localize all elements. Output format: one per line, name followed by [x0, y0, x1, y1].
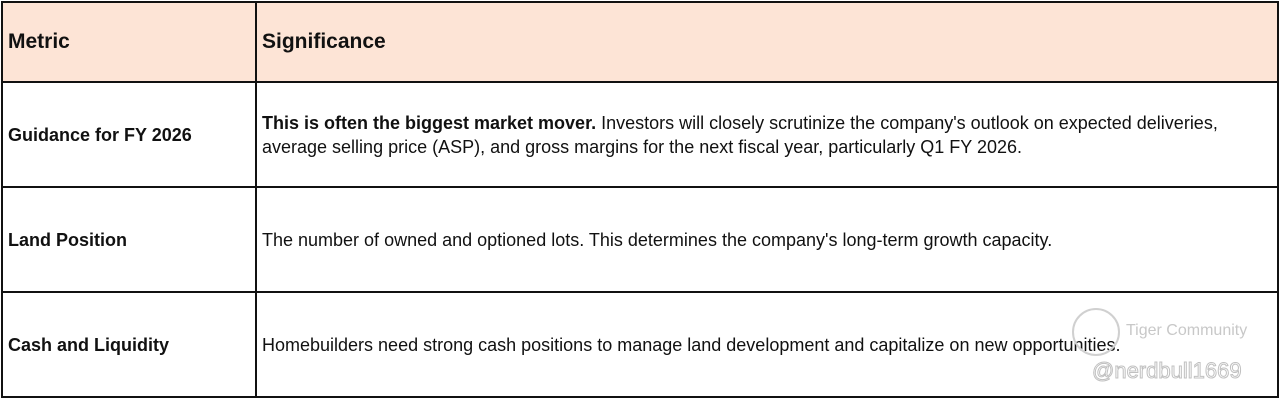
table-row: Guidance for FY 2026 This is often the b… — [1, 81, 1279, 188]
lead-text: This is often the biggest market mover. — [262, 112, 597, 133]
significance-cell: The number of owned and optioned lots. T… — [255, 186, 1279, 293]
header-significance: Significance — [255, 1, 1279, 83]
watermark-brand: Tiger Community — [1126, 322, 1248, 339]
metric-cell: Cash and Liquidity — [1, 291, 257, 398]
watermark-handle: @nerdbull1669 — [1092, 358, 1243, 384]
header-metric: Metric — [1, 1, 257, 83]
body-text: Investors will closely scrutinize the co… — [262, 112, 1218, 157]
body-text: Homebuilders need strong cash positions … — [262, 334, 1121, 355]
metric-cell: Guidance for FY 2026 — [1, 81, 257, 188]
header-row: Metric Significance — [1, 1, 1279, 83]
tiger-logo-icon — [1072, 308, 1120, 356]
metric-cell: Land Position — [1, 186, 257, 293]
table-row: Land Position The number of owned and op… — [1, 186, 1279, 293]
table-row: Cash and Liquidity Homebuilders need str… — [1, 291, 1279, 398]
significance-cell: Homebuilders need strong cash positions … — [255, 291, 1279, 398]
significance-cell: This is often the biggest market mover. … — [255, 81, 1279, 188]
body-text: The number of owned and optioned lots. T… — [262, 229, 1053, 250]
